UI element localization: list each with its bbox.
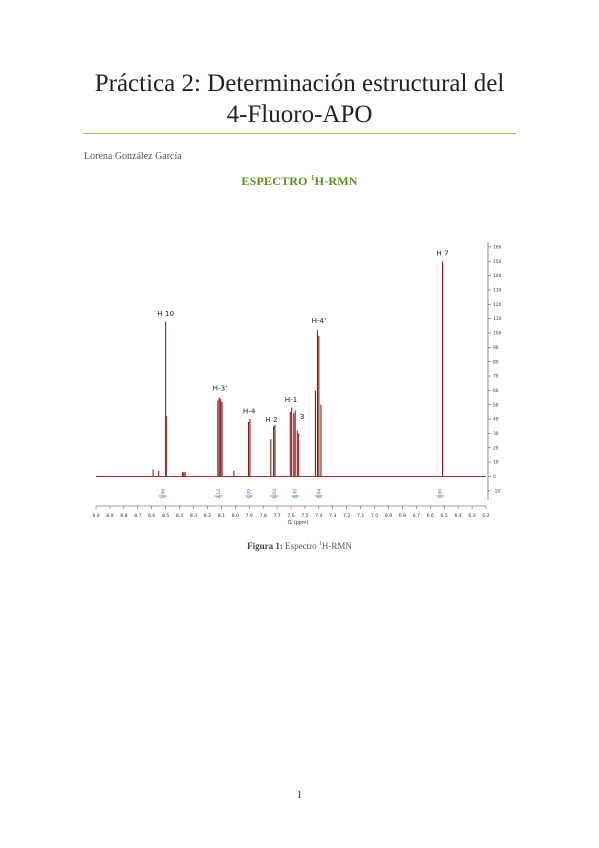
x-tick-label: 8.4 bbox=[176, 513, 183, 519]
peak-label: H 10 bbox=[157, 309, 174, 318]
x-tick-label: 8.6 bbox=[148, 513, 155, 519]
caption-text-pre: Espectro bbox=[282, 541, 319, 551]
y-tick-label: 160 bbox=[493, 244, 502, 250]
author-name: Lorena González García bbox=[84, 151, 182, 162]
integral-value: 2.14 bbox=[216, 489, 222, 499]
caption-superscript: 1 bbox=[318, 541, 322, 547]
y-tick-label: 140 bbox=[493, 273, 502, 279]
y-tick-label: 70 bbox=[493, 374, 499, 380]
page-number: 1 bbox=[297, 790, 302, 801]
x-tick-label: 7.5 bbox=[301, 513, 308, 519]
integral-value: 2.30 bbox=[293, 489, 299, 499]
x-tick-label: 8.7 bbox=[134, 513, 141, 519]
document-title: Práctica 2: Determinación estructural de… bbox=[40, 68, 559, 130]
x-tick-label: 7.8 bbox=[259, 513, 266, 519]
x-tick-label: 6.8 bbox=[399, 513, 406, 519]
y-tick-label: 110 bbox=[493, 316, 502, 322]
peak-label: H-4' bbox=[312, 316, 327, 325]
integral-value: 1.06 bbox=[160, 489, 166, 499]
integral-value: 2.04 bbox=[316, 489, 322, 499]
x-tick-label: 6.6 bbox=[427, 513, 434, 519]
x-tick-label: 6.3 bbox=[468, 513, 475, 519]
x-tick-label: 7.2 bbox=[343, 513, 350, 519]
integral-value: 1.00 bbox=[438, 489, 444, 499]
y-tick-label: 30 bbox=[493, 431, 499, 437]
x-tick-label: 7.1 bbox=[357, 513, 364, 519]
x-axis-title: f1 (ppm) bbox=[288, 520, 309, 526]
y-tick-label: 10 bbox=[493, 460, 499, 466]
x-tick-label: 7.7 bbox=[273, 513, 280, 519]
x-tick-label: 7.9 bbox=[246, 513, 253, 519]
x-tick-label: 6.4 bbox=[454, 513, 461, 519]
peak-annotations: H 10 H-3' H-4 H 2 H-13 H-4' H 7 bbox=[157, 248, 448, 423]
x-tick-label: 6.7 bbox=[413, 513, 420, 519]
x-tick-label: 7.4 bbox=[315, 513, 322, 519]
x-tick-label: 8.8 bbox=[120, 513, 127, 519]
x-tick-label: 8.9 bbox=[106, 513, 113, 519]
x-tick-label: 8.1 bbox=[218, 513, 225, 519]
section-heading: ESPECTRO 1H-RMN bbox=[0, 174, 599, 189]
peak-label: H-3' bbox=[213, 383, 228, 392]
title-line-2: 4-Fluoro-APO bbox=[226, 101, 373, 128]
y-tick-label: 60 bbox=[493, 388, 499, 394]
spectrum-trace bbox=[96, 261, 486, 477]
x-tick-label: 8.0 bbox=[232, 513, 239, 519]
title-divider bbox=[83, 133, 516, 134]
peak-label: H-1 bbox=[285, 395, 298, 404]
x-tick-label: 7.3 bbox=[329, 513, 336, 519]
y-tick-label: 90 bbox=[493, 345, 499, 351]
y-tick-label: -10 bbox=[493, 488, 500, 494]
integral-value: 1.09 bbox=[247, 489, 253, 499]
section-heading-pre: ESPECTRO bbox=[241, 174, 311, 188]
peak-label: 3 bbox=[300, 412, 305, 421]
y-tick-label: 20 bbox=[493, 445, 499, 451]
x-tick-label: 8.3 bbox=[190, 513, 197, 519]
integral-value: 1.02 bbox=[272, 489, 278, 499]
x-tick-label: 9.0 bbox=[92, 513, 99, 519]
peak-label: H 2 bbox=[265, 415, 277, 424]
x-tick-label: 7.0 bbox=[371, 513, 378, 519]
caption-label: Figura 1: bbox=[247, 541, 283, 551]
integral-markers: 1.06 2.14 1.09 1.02 2.30 2.04 1.00 bbox=[158, 489, 445, 499]
x-tick-label: 8.2 bbox=[204, 513, 211, 519]
section-heading-post: H-RMN bbox=[314, 174, 358, 188]
section-heading-superscript: 1 bbox=[310, 174, 315, 182]
y-tick-label: 130 bbox=[493, 288, 502, 294]
y-tick-label: 40 bbox=[493, 417, 499, 423]
y-tick-label: 150 bbox=[493, 259, 502, 265]
peak-label: H-4 bbox=[243, 406, 256, 415]
nmr-spectrum-chart: 9.0 8.9 8.8 8.7 8.6 8.5 8.4 8.3 8.2 8.1 8.0 7.9 7.8 7… bbox=[92, 242, 502, 526]
y-tick-label: 50 bbox=[493, 402, 499, 408]
chart-axes: 9.0 8.9 8.8 8.7 8.6 8.5 8.4 8.3 8.2 8.1 8.0 7.9 7.8 7… bbox=[92, 242, 502, 526]
x-tick-label: 8.5 bbox=[162, 513, 169, 519]
figure-caption: Figura 1: Espectro 1H-RMN bbox=[0, 541, 599, 551]
x-tick-label: 7.6 bbox=[287, 513, 294, 519]
y-tick-label: 100 bbox=[493, 331, 502, 337]
caption-text-post: H-RMN bbox=[321, 541, 352, 551]
y-tick-label: 120 bbox=[493, 302, 502, 308]
title-line-1: Práctica 2: Determinación estructural de… bbox=[94, 70, 505, 97]
y-tick-label: 80 bbox=[493, 359, 499, 365]
y-tick-label: 0 bbox=[493, 474, 496, 480]
x-tick-label: 6.5 bbox=[441, 513, 448, 519]
x-tick-label: 6.9 bbox=[385, 513, 392, 519]
x-tick-label: 6.2 bbox=[482, 513, 489, 519]
peak-label: H 7 bbox=[436, 248, 448, 257]
